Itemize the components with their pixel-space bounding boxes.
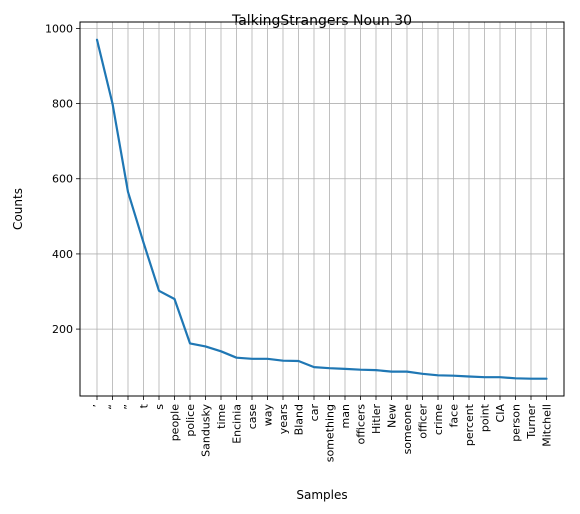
x-axis: ’ “” t s people police Sandusky time Encinia case…	[91, 396, 554, 462]
x-tick-label: Encinia	[231, 404, 244, 444]
x-tick-label: officers	[355, 404, 368, 445]
y-tick-label: 1000	[45, 22, 73, 35]
x-tick-label: s	[153, 404, 166, 410]
plot-frame	[79, 21, 565, 397]
series-layer	[95, 38, 548, 380]
x-tick-label: point	[479, 403, 492, 432]
grid-lines	[80, 22, 564, 396]
x-tick-label: Mitchell	[541, 404, 554, 447]
x-tick-label: t	[138, 403, 151, 408]
x-tick-label: Sandusky	[200, 404, 213, 457]
x-tick-label: New	[386, 404, 399, 428]
x-tick-label: Hitler	[370, 404, 383, 434]
x-tick-label: police	[184, 404, 197, 437]
x-tick-label: officer	[417, 404, 430, 439]
chart-title: TalkingStrangers Noun 30	[231, 13, 412, 29]
x-tick-label: face	[448, 404, 461, 428]
y-tick-label: 400	[52, 248, 73, 261]
y-axis-label: Counts	[11, 188, 25, 230]
x-tick-label: years	[277, 404, 290, 435]
x-tick-label: something	[324, 404, 337, 462]
x-tick-label: man	[339, 404, 352, 428]
series-line	[95, 38, 548, 380]
x-tick-label: ”	[122, 404, 135, 410]
x-tick-label: Bland	[293, 404, 306, 435]
x-tick-label: time	[215, 404, 228, 429]
y-axis: 200 400 600 800 1000	[45, 22, 80, 336]
x-tick-label: percent	[463, 403, 476, 446]
x-tick-label: Turner	[525, 404, 538, 440]
x-tick-label: ’	[91, 404, 104, 408]
x-tick-label: way	[262, 404, 275, 427]
x-tick-label: person	[510, 404, 523, 442]
x-tick-label: people	[169, 404, 182, 442]
x-tick-label: “	[107, 404, 120, 410]
y-tick-label: 600	[52, 173, 73, 186]
y-tick-label: 800	[52, 98, 73, 111]
x-tick-label: car	[308, 404, 321, 422]
x-tick-label: case	[246, 404, 259, 430]
x-axis-label: Samples	[296, 488, 347, 502]
x-tick-label: CIA	[494, 404, 507, 423]
y-tick-label: 200	[52, 323, 73, 336]
x-tick-label: crime	[432, 404, 445, 435]
x-tick-label: someone	[401, 404, 414, 455]
